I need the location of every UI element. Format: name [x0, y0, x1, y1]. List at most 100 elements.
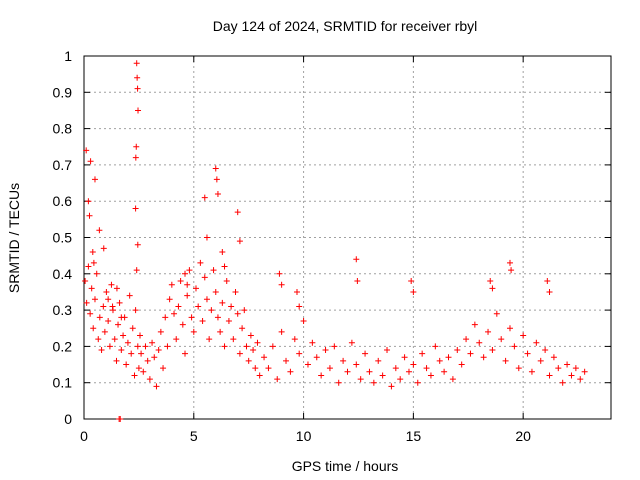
data-point: [441, 368, 448, 375]
data-point: [463, 336, 470, 343]
data-point: [304, 361, 311, 368]
data-point: [419, 350, 426, 357]
data-point: [91, 296, 98, 303]
x-tick-label: 5: [190, 428, 198, 444]
data-point: [140, 368, 147, 375]
tick-labels: 00.10.20.30.40.50.60.70.80.910 5 10 15 20: [53, 48, 532, 444]
y-tick-label: 0.7: [53, 157, 73, 173]
x-tick-label: 20: [515, 428, 531, 444]
data-point: [528, 368, 535, 375]
data-point: [256, 372, 263, 379]
x-tick-label: 15: [406, 428, 422, 444]
data-point: [555, 365, 562, 372]
data-point: [134, 74, 141, 81]
y-tick-label: 1: [64, 48, 72, 64]
data-point: [261, 354, 268, 361]
data-point: [184, 292, 191, 299]
data-point: [90, 325, 97, 332]
data-point: [348, 339, 355, 346]
data-point: [82, 278, 89, 285]
data-point: [223, 278, 230, 285]
data-point: [166, 296, 173, 303]
data-point: [217, 328, 224, 335]
data-point: [142, 343, 149, 350]
data-point: [234, 209, 241, 216]
data-point: [117, 416, 124, 422]
axis-ticks: [83, 55, 611, 420]
data-point: [186, 267, 193, 274]
chart-title: Day 124 of 2024, SRMTID for receiver rby…: [213, 18, 478, 34]
data-point: [546, 288, 553, 295]
data-point: [91, 176, 98, 183]
data-point: [109, 303, 116, 310]
data-point: [212, 165, 219, 172]
grid-lines: [84, 56, 611, 419]
data-point: [135, 365, 142, 372]
data-point: [236, 238, 243, 245]
data-point: [83, 147, 90, 154]
data-point: [208, 307, 215, 314]
data-point: [326, 365, 333, 372]
data-point: [293, 288, 300, 295]
data-point: [96, 314, 103, 321]
data-point: [410, 361, 417, 368]
data-point: [353, 361, 360, 368]
data-point: [423, 365, 430, 372]
data-point: [471, 321, 478, 328]
y-tick-label: 0.5: [53, 230, 73, 246]
data-point: [199, 317, 206, 324]
data-point: [133, 60, 140, 67]
data-point: [126, 292, 133, 299]
data-point: [149, 339, 156, 346]
y-tick-label: 0.3: [53, 302, 73, 318]
y-tick-label: 0.1: [53, 375, 73, 391]
data-point: [214, 190, 221, 197]
data-point: [132, 154, 139, 161]
data-point: [239, 325, 246, 332]
data-point: [436, 357, 443, 364]
data-point: [546, 372, 553, 379]
y-tick-label: 0.2: [53, 338, 73, 354]
data-point: [87, 158, 94, 165]
data-point: [134, 85, 141, 92]
data-point: [101, 328, 108, 335]
data-point: [480, 354, 487, 361]
data-point: [182, 350, 189, 357]
data-point: [100, 245, 107, 252]
data-point: [230, 336, 237, 343]
data-point: [100, 303, 107, 310]
data-point: [184, 281, 191, 288]
data-point: [192, 285, 199, 292]
data-point: [247, 332, 254, 339]
data-point: [134, 343, 141, 350]
data-point: [197, 259, 204, 266]
data-point: [379, 372, 386, 379]
data-point: [225, 317, 232, 324]
data-point: [476, 339, 483, 346]
data-point: [287, 368, 294, 375]
data-point: [138, 350, 145, 357]
data-point: [250, 347, 257, 354]
data-point: [572, 365, 579, 372]
data-point: [309, 339, 316, 346]
data-point: [89, 249, 96, 256]
data-point: [508, 267, 515, 274]
data-point: [296, 303, 303, 310]
data-point: [375, 357, 382, 364]
data-point: [550, 354, 557, 361]
data-point: [134, 241, 141, 248]
data-point: [449, 376, 456, 383]
data-point: [195, 303, 202, 310]
data-point: [357, 376, 364, 383]
data-point: [502, 357, 509, 364]
data-point: [132, 307, 139, 314]
data-point: [537, 357, 544, 364]
data-point: [559, 379, 566, 386]
data-point: [201, 194, 208, 201]
y-tick-label: 0.4: [53, 266, 73, 282]
data-point: [86, 212, 93, 219]
y-tick-label: 0.6: [53, 193, 73, 209]
data-point: [254, 339, 261, 346]
data-point: [392, 365, 399, 372]
